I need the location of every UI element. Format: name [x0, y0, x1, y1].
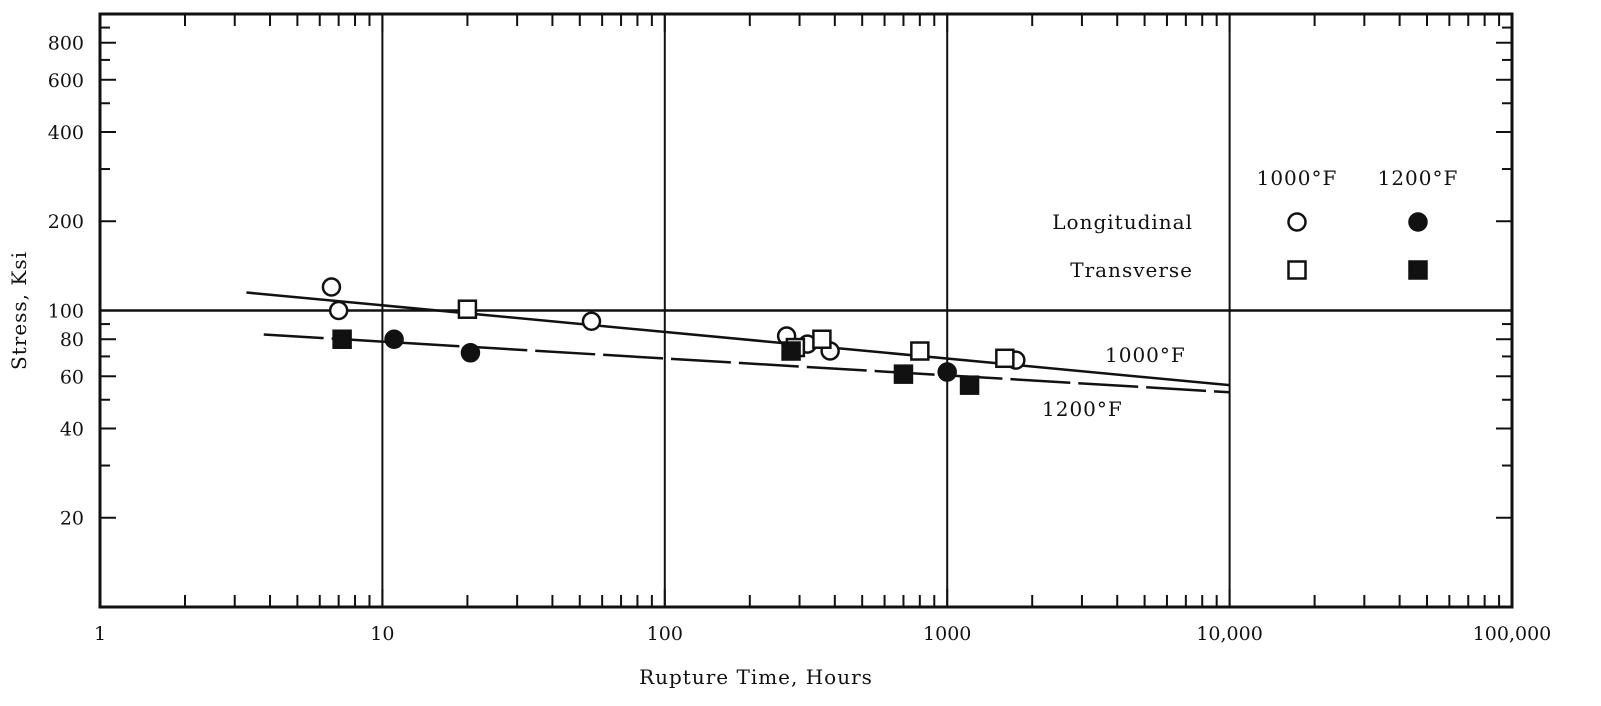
legend-marker	[1408, 260, 1428, 280]
data-point	[460, 343, 481, 363]
y-tick-label: 100	[48, 301, 84, 323]
x-tick-label: 100,000	[1473, 623, 1552, 645]
x-tick-label: 1	[94, 623, 106, 645]
legend-column-header: 1000°F	[1257, 166, 1338, 190]
x-tick-label: 100	[647, 623, 683, 645]
y-tick-label: 60	[60, 366, 84, 388]
y-tick-label: 800	[48, 33, 84, 55]
y-tick-labels: 20 40 60 80 100 200 400 600 800	[48, 33, 84, 530]
fit-line-label: 1200°F	[1042, 397, 1123, 421]
y-tick-label: 400	[48, 122, 84, 144]
plot-frame	[98, 12, 1514, 609]
fit-lines: 1000°F 1200°F	[246, 291, 1230, 421]
x-tick-label: 10	[370, 623, 394, 645]
legend-marker	[1287, 212, 1307, 232]
grid-lines	[100, 14, 1512, 607]
y-tick-label: 600	[48, 70, 84, 92]
data-point	[995, 348, 1015, 369]
data-point	[812, 329, 832, 349]
x-tick-label: 10,000	[1196, 623, 1262, 645]
legend-marker	[1408, 212, 1428, 232]
data-point	[328, 300, 349, 321]
data-point	[959, 375, 980, 395]
data-point	[781, 341, 801, 361]
legend-row-label: Longitudinal	[1052, 210, 1193, 234]
data-point	[910, 341, 930, 361]
fit-line-1000f	[246, 291, 1230, 387]
x-axis-title: Rupture Time, Hours	[639, 665, 873, 689]
y-tick-label: 20	[60, 508, 84, 530]
x-tick-label: 1000	[923, 623, 971, 645]
y-axis-title: Stress, Ksi	[7, 251, 31, 370]
legend-marker	[1287, 260, 1307, 280]
data-point	[937, 362, 957, 382]
data-points	[321, 277, 1026, 395]
y-tick-label: 40	[60, 418, 84, 440]
fit-line-1200f	[263, 333, 1230, 394]
y-tick-label: 200	[48, 211, 84, 233]
data-point	[384, 329, 404, 349]
data-point	[332, 329, 352, 349]
data-point	[321, 277, 342, 297]
legend: 1000°F 1200°F Longitudinal Transverse	[1052, 166, 1459, 282]
legend-row-label: Transverse	[1070, 258, 1193, 282]
fit-line-label: 1000°F	[1105, 343, 1186, 367]
data-point	[457, 299, 478, 319]
data-point	[893, 364, 914, 384]
x-tick-labels: 1 10 100 1000 10,000 100,000	[94, 623, 1551, 645]
legend-column-header: 1200°F	[1378, 166, 1459, 190]
data-point	[581, 311, 602, 331]
y-tick-label: 80	[60, 329, 84, 351]
